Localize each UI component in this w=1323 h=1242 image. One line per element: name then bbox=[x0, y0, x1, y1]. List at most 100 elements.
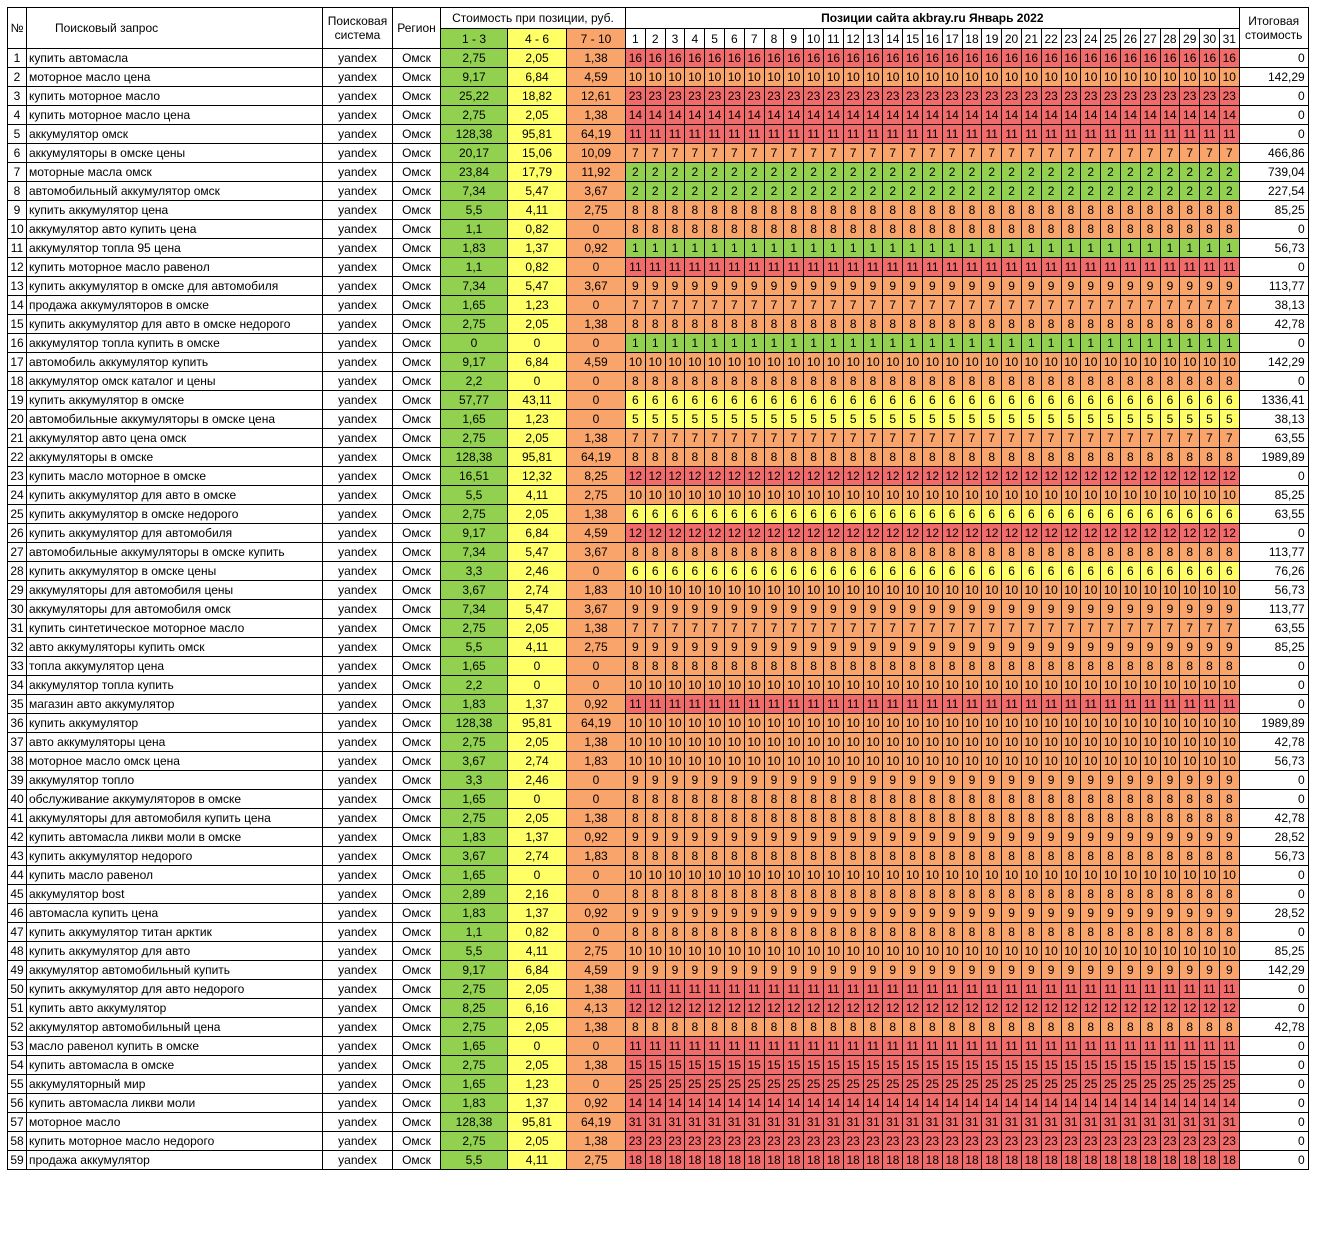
position-cell: 7 bbox=[961, 143, 983, 163]
position-cell: 8 bbox=[822, 808, 844, 828]
cost-7-10-cell: 1,38 bbox=[566, 732, 626, 752]
position-cell: 6 bbox=[625, 390, 646, 410]
position-cell: 7 bbox=[1001, 295, 1022, 315]
position-cell: 9 bbox=[1139, 770, 1161, 790]
position-cell: 10 bbox=[1040, 751, 1062, 771]
position-cell: 7 bbox=[842, 143, 864, 163]
position-cell: 14 bbox=[723, 105, 745, 125]
position-cell: 8 bbox=[941, 371, 963, 391]
position-cell: 2 bbox=[1199, 162, 1220, 182]
position-cell: 10 bbox=[684, 352, 706, 372]
cost-1-3-cell: 2,75 bbox=[440, 1055, 508, 1075]
position-cell: 10 bbox=[1159, 580, 1181, 600]
position-cell: 18 bbox=[902, 1150, 923, 1170]
position-cell: 12 bbox=[1179, 466, 1201, 486]
position-cell: 7 bbox=[1020, 295, 1042, 315]
position-cell: 7 bbox=[961, 295, 983, 315]
position-cell: 11 bbox=[1020, 979, 1042, 999]
table-row: 52 аккумулятор автомобильный цена yandex Ом… bbox=[7, 1017, 1309, 1037]
position-cell: 2 bbox=[1159, 162, 1181, 182]
position-cell: 8 bbox=[684, 656, 706, 676]
position-cell: 12 bbox=[941, 523, 963, 543]
position-cell: 8 bbox=[1139, 846, 1161, 866]
position-cell: 12 bbox=[862, 523, 884, 543]
position-cell: 11 bbox=[862, 124, 884, 144]
total-cost-cell: 739,04 bbox=[1238, 162, 1309, 182]
cost-7-10-cell: 4,59 bbox=[566, 960, 626, 980]
position-cell: 9 bbox=[1080, 960, 1102, 980]
position-cell: 14 bbox=[1179, 105, 1201, 125]
position-cell: 2 bbox=[981, 162, 1003, 182]
position-cell: 9 bbox=[704, 903, 725, 923]
position-cell: 10 bbox=[1060, 865, 1082, 885]
position-cell: 8 bbox=[981, 314, 1003, 334]
header-day: 16 bbox=[921, 28, 943, 49]
position-cell: 8 bbox=[743, 922, 765, 942]
region-cell: Омск bbox=[392, 808, 441, 828]
cost-4-6-cell: 17,79 bbox=[507, 162, 567, 182]
position-cell: 10 bbox=[921, 865, 943, 885]
position-cell: 11 bbox=[704, 124, 725, 144]
position-cell: 2 bbox=[842, 162, 864, 182]
engine-cell: yandex bbox=[322, 333, 393, 353]
position-cell: 8 bbox=[842, 922, 864, 942]
position-cell: 1 bbox=[763, 238, 785, 258]
position-cell: 10 bbox=[644, 732, 666, 752]
position-cell: 31 bbox=[1080, 1112, 1102, 1132]
position-cell: 9 bbox=[1199, 827, 1220, 847]
position-cell: 9 bbox=[704, 960, 725, 980]
position-cell: 10 bbox=[803, 675, 824, 695]
position-cell: 11 bbox=[1001, 979, 1022, 999]
position-cell: 9 bbox=[743, 637, 765, 657]
position-cell: 10 bbox=[1080, 713, 1102, 733]
position-cell: 10 bbox=[862, 675, 884, 695]
position-cell: 8 bbox=[921, 846, 943, 866]
position-cell: 8 bbox=[1080, 200, 1102, 220]
position-cell: 8 bbox=[1020, 200, 1042, 220]
position-cell: 16 bbox=[961, 48, 983, 68]
position-cell: 10 bbox=[684, 732, 706, 752]
position-cell: 8 bbox=[822, 789, 844, 809]
position-cell: 8 bbox=[1119, 808, 1141, 828]
position-cell: 1 bbox=[981, 333, 1003, 353]
position-cell: 9 bbox=[1020, 599, 1042, 619]
cost-1-3-cell: 9,17 bbox=[440, 960, 508, 980]
position-cell: 8 bbox=[644, 200, 666, 220]
position-cell: 10 bbox=[664, 352, 686, 372]
position-cell: 12 bbox=[941, 998, 963, 1018]
query-cell: аккумулятор топла купить bbox=[26, 675, 323, 695]
position-cell: 8 bbox=[644, 656, 666, 676]
position-cell: 8 bbox=[743, 656, 765, 676]
position-cell: 10 bbox=[1139, 713, 1161, 733]
position-cell: 6 bbox=[743, 561, 765, 581]
row-number: 6 bbox=[7, 143, 27, 163]
position-cell: 6 bbox=[644, 504, 666, 524]
position-cell: 10 bbox=[803, 580, 824, 600]
position-cell: 8 bbox=[723, 808, 745, 828]
position-cell: 8 bbox=[763, 542, 785, 562]
cost-1-3-cell: 1,83 bbox=[440, 694, 508, 714]
engine-cell: yandex bbox=[322, 314, 393, 334]
position-cell: 11 bbox=[902, 694, 923, 714]
position-cell: 8 bbox=[1199, 219, 1220, 239]
position-cell: 11 bbox=[1199, 1036, 1220, 1056]
position-cell: 10 bbox=[723, 865, 745, 885]
position-cell: 15 bbox=[644, 1055, 666, 1075]
position-cell: 23 bbox=[783, 1131, 805, 1151]
position-cell: 8 bbox=[684, 447, 706, 467]
position-cell: 8 bbox=[1020, 846, 1042, 866]
position-cell: 16 bbox=[625, 48, 646, 68]
position-cell: 8 bbox=[902, 542, 923, 562]
position-cell: 31 bbox=[783, 1112, 805, 1132]
position-cell: 10 bbox=[625, 865, 646, 885]
position-cell: 12 bbox=[625, 523, 646, 543]
position-cell: 9 bbox=[1001, 903, 1022, 923]
position-cell: 11 bbox=[902, 124, 923, 144]
position-cell: 1 bbox=[902, 238, 923, 258]
position-cell: 8 bbox=[961, 371, 983, 391]
position-cell: 8 bbox=[1080, 808, 1102, 828]
position-cell: 10 bbox=[1040, 580, 1062, 600]
cost-7-10-cell: 0,92 bbox=[566, 694, 626, 714]
position-cell: 9 bbox=[941, 960, 963, 980]
position-cell: 10 bbox=[921, 580, 943, 600]
